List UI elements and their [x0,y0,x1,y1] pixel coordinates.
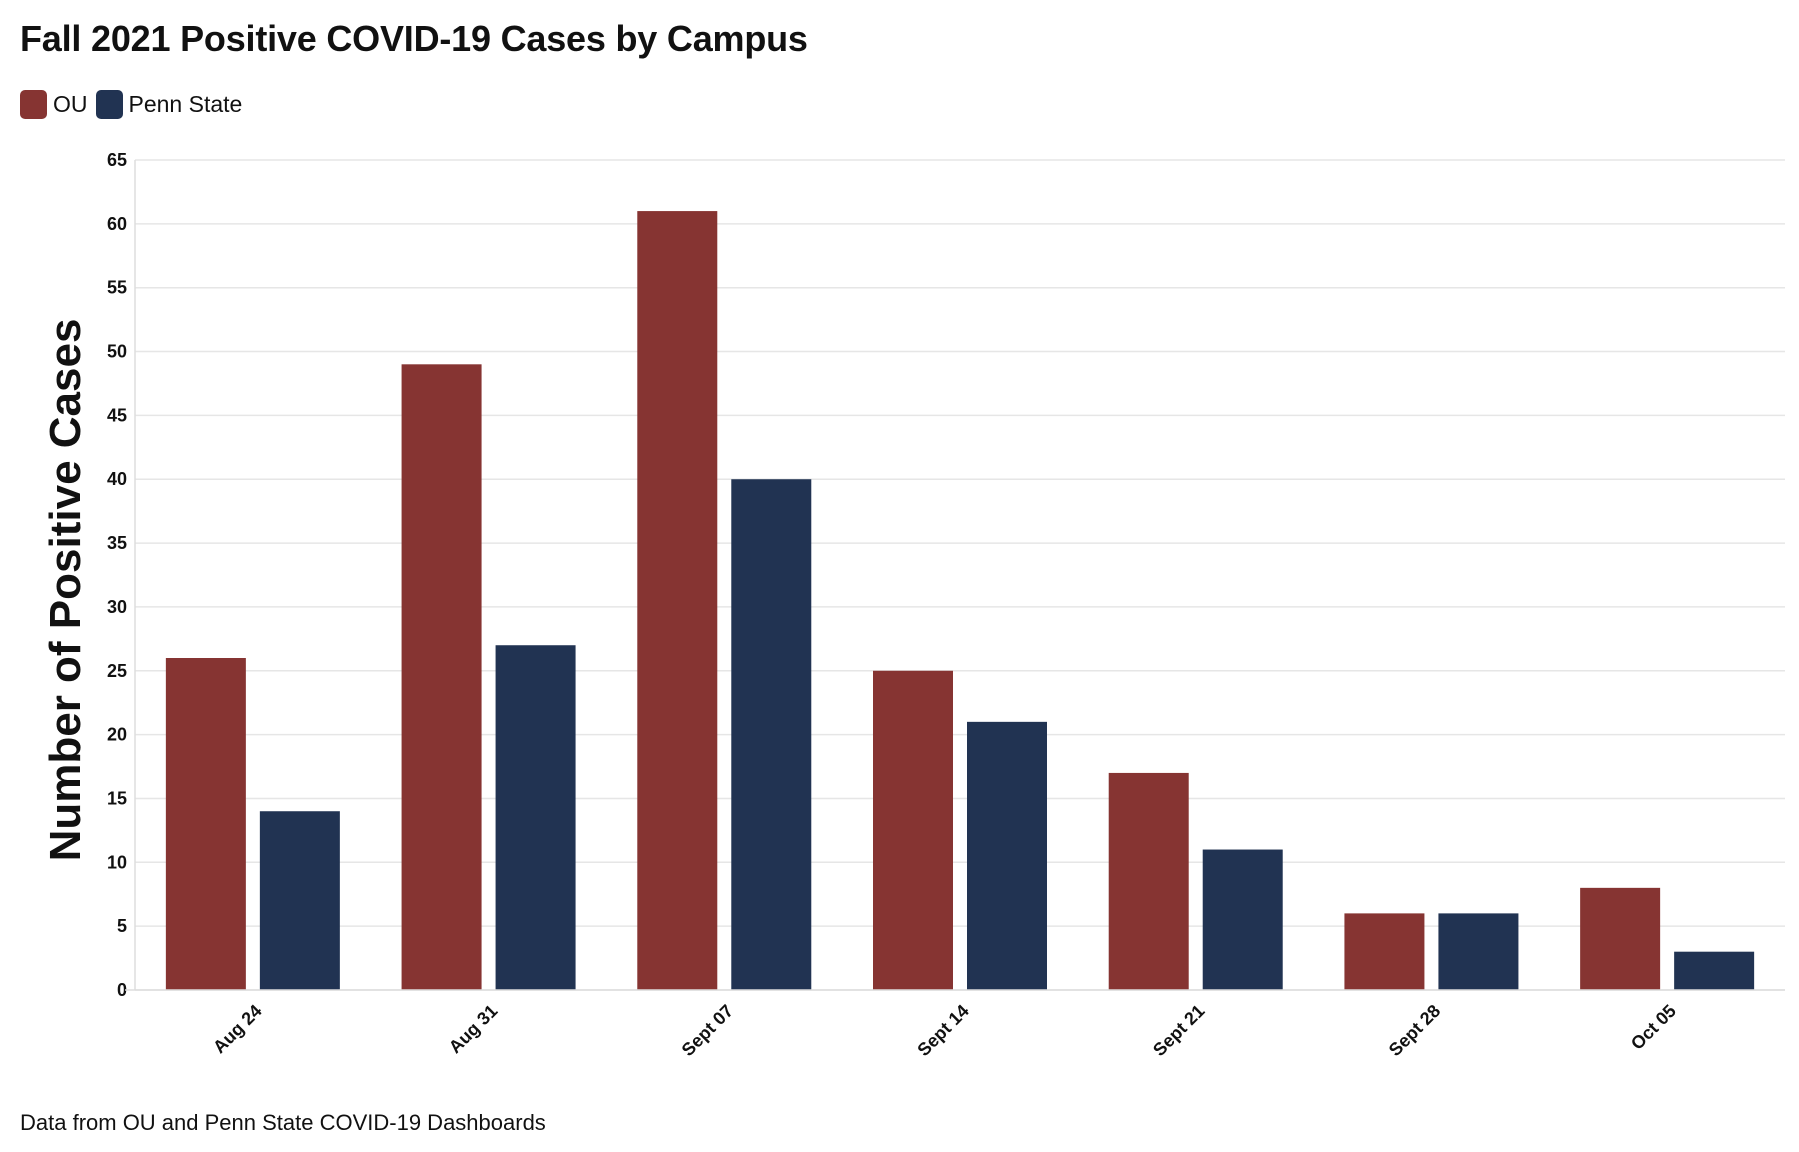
legend: OU Penn State [20,88,250,120]
bar-penn-state-aug-31 [495,645,576,990]
y-tick-label: 45 [107,405,127,425]
x-tick-label: Aug 31 [445,1001,502,1058]
y-tick-label: 20 [107,725,127,745]
y-tick-label: 10 [107,852,127,872]
x-tick-label: Sept 07 [678,1001,737,1060]
bar-penn-state-aug-24 [259,811,340,990]
legend-item-ou[interactable]: OU [20,89,88,119]
bar-penn-state-sept-14 [967,721,1047,990]
bar-ou-sept-07 [637,211,718,991]
x-tick-label: Aug 24 [209,1001,266,1058]
bar-ou-sept-28 [1344,913,1425,990]
x-tick-label: Sept 14 [913,1001,972,1060]
source-note: Data from OU and Penn State COVID-19 Das… [20,1110,546,1135]
y-tick-label: 35 [107,533,127,553]
y-tick-label: 50 [107,342,127,362]
y-tick-label: 0 [117,980,127,1000]
bar-ou-aug-24 [165,658,246,990]
y-tick-label: 60 [107,214,127,234]
y-axis-title: Number of Positive Cases [41,319,90,862]
x-tick-label: Oct 05 [1627,1001,1680,1054]
legend-item-penn-state[interactable]: Penn State [95,89,243,119]
legend-label-ou: OU [53,90,88,117]
legend-label-penn-state: Penn State [128,90,243,117]
bar-penn-state-oct-05 [1674,951,1755,990]
bar-penn-state-sept-21 [1202,849,1283,990]
y-tick-label: 55 [107,278,127,298]
x-tick-label: Sept 28 [1385,1001,1444,1060]
x-tick-label: Sept 21 [1149,1001,1208,1060]
bar-penn-state-sept-07 [731,479,812,990]
chart-title: Fall 2021 Positive COVID-19 Cases by Cam… [20,18,808,59]
legend-swatch-penn-state [95,89,123,119]
bar-ou-oct-05 [1580,887,1661,990]
y-tick-label: 65 [107,150,127,170]
legend-swatch-ou [20,89,47,119]
y-tick-label: 30 [107,597,127,617]
y-tick-label: 25 [107,661,127,681]
bar-penn-state-sept-28 [1438,913,1519,990]
bar-ou-sept-21 [1108,772,1189,990]
y-tick-label: 15 [107,788,127,808]
y-tick-label: 40 [107,469,127,489]
bar-ou-aug-31 [401,364,482,990]
bar-chart: 0 5 10 15 20 25 30 35 40 45 50 55 60 65 Number of Posi… [41,150,1785,1060]
y-tick-label: 5 [117,916,127,936]
bar-ou-sept-14 [873,670,953,990]
